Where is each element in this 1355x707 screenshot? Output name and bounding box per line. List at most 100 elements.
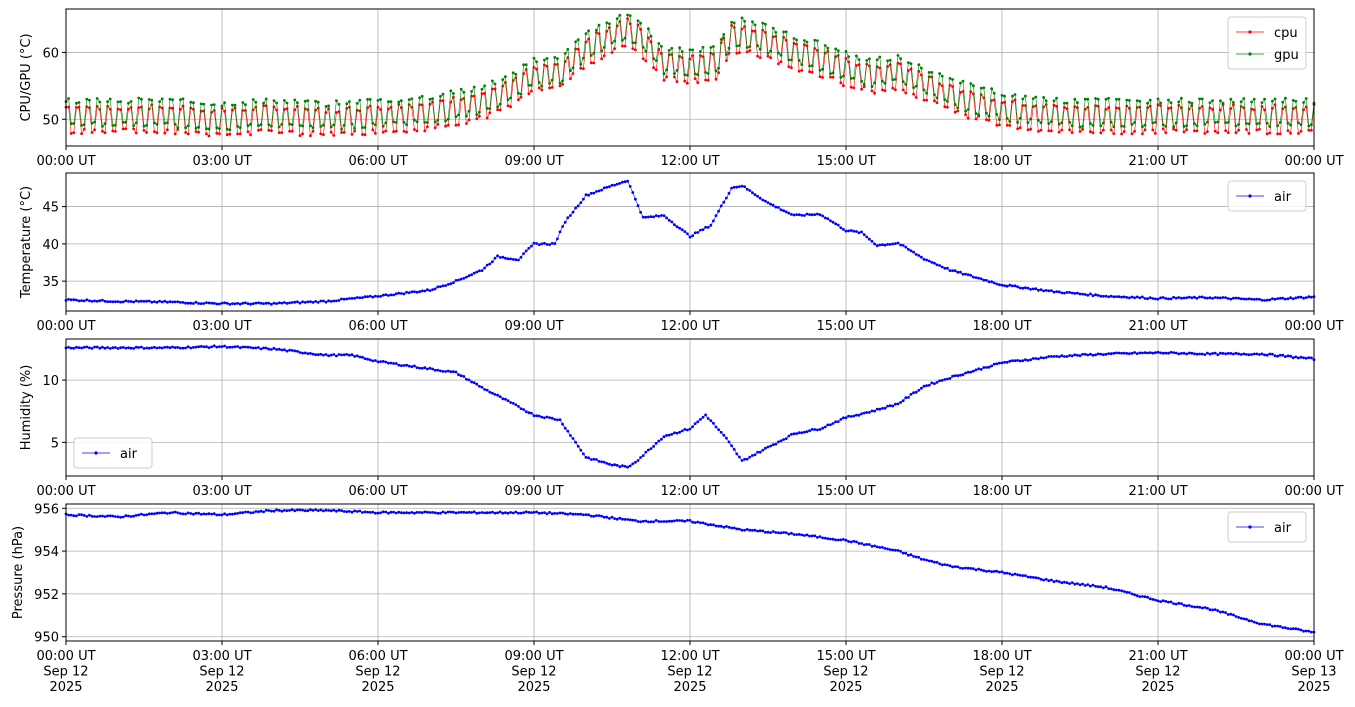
data-point <box>894 88 897 92</box>
data-point <box>155 300 159 304</box>
data-point <box>982 86 986 90</box>
data-point <box>579 201 583 205</box>
data-point <box>706 72 710 75</box>
data-point <box>171 98 175 102</box>
data-point <box>142 124 146 128</box>
data-point <box>296 508 299 512</box>
data-point <box>831 422 835 425</box>
data-point <box>199 102 203 106</box>
data-point <box>228 345 232 349</box>
data-point <box>82 514 86 517</box>
data-point <box>290 129 294 133</box>
data-point <box>602 515 606 519</box>
data-point <box>795 432 798 435</box>
data-point <box>433 368 437 372</box>
data-point <box>795 213 798 217</box>
data-point <box>725 53 728 56</box>
data-point <box>275 101 278 105</box>
data-point <box>907 553 910 557</box>
data-point <box>914 390 918 394</box>
data-point <box>1232 352 1235 356</box>
data-point <box>1224 296 1227 299</box>
data-point <box>215 513 219 517</box>
data-point <box>974 368 978 372</box>
data-point <box>1265 132 1269 136</box>
data-point <box>251 108 255 112</box>
data-point <box>727 191 731 195</box>
data-point <box>106 300 109 304</box>
data-point <box>1239 616 1243 620</box>
data-point <box>808 213 811 217</box>
data-point <box>1117 295 1121 298</box>
data-point <box>1029 127 1032 131</box>
data-point <box>621 464 624 468</box>
data-point <box>251 98 255 101</box>
data-point <box>764 199 767 203</box>
x-tick-label: 2025 <box>517 680 550 695</box>
data-point <box>1281 296 1285 300</box>
data-point <box>600 514 603 518</box>
data-point <box>244 103 247 106</box>
data-point <box>114 300 117 304</box>
data-point <box>938 562 941 566</box>
data-point <box>1091 583 1095 587</box>
data-point <box>142 513 146 517</box>
data-point <box>363 295 367 299</box>
data-point <box>153 300 156 303</box>
data-point <box>920 386 923 390</box>
data-point <box>1164 600 1168 603</box>
data-point <box>1060 354 1064 358</box>
data-point <box>977 113 980 116</box>
data-point <box>197 125 201 129</box>
data-point <box>748 455 752 459</box>
data-point <box>662 435 666 439</box>
data-point <box>1198 605 1201 609</box>
x-tick-label: Sep 12 <box>1135 665 1180 680</box>
data-point <box>168 300 172 304</box>
data-point <box>1037 119 1040 122</box>
data-point <box>987 569 991 573</box>
data-point <box>1070 131 1074 135</box>
data-point <box>891 86 895 90</box>
data-point <box>1122 125 1126 128</box>
data-point <box>129 300 133 303</box>
data-point <box>1042 356 1045 360</box>
data-point <box>210 345 214 349</box>
x-tick-label: 18:00 UT <box>972 484 1031 499</box>
data-point <box>137 300 141 303</box>
x-tick-label: 18:00 UT <box>972 649 1031 664</box>
data-point <box>615 517 619 521</box>
data-point <box>532 511 536 514</box>
data-point <box>150 300 154 304</box>
data-point <box>800 69 804 72</box>
data-point <box>649 520 653 524</box>
data-point <box>202 102 206 106</box>
data-point <box>1120 295 1123 299</box>
data-point <box>1024 94 1027 98</box>
data-point <box>925 258 928 262</box>
data-point <box>116 300 120 303</box>
data-point <box>1299 628 1303 632</box>
x-tick-label: 09:00 UT <box>504 319 563 334</box>
data-point <box>652 445 655 448</box>
data-point <box>1029 358 1032 362</box>
data-point <box>246 510 250 514</box>
data-point <box>218 132 221 136</box>
data-point <box>348 100 351 103</box>
data-point <box>995 123 999 127</box>
data-point <box>446 117 450 121</box>
data-point <box>909 249 913 253</box>
data-point <box>426 125 429 129</box>
data-point <box>1055 290 1058 293</box>
data-point <box>1044 577 1048 581</box>
data-point <box>634 197 637 201</box>
data-point <box>1154 598 1157 602</box>
data-point <box>719 204 723 208</box>
data-point <box>426 510 429 514</box>
data-point <box>907 61 910 64</box>
data-point <box>75 345 78 349</box>
data-point <box>407 103 411 106</box>
data-point <box>979 277 983 281</box>
data-point <box>402 120 406 124</box>
data-point <box>519 95 523 99</box>
